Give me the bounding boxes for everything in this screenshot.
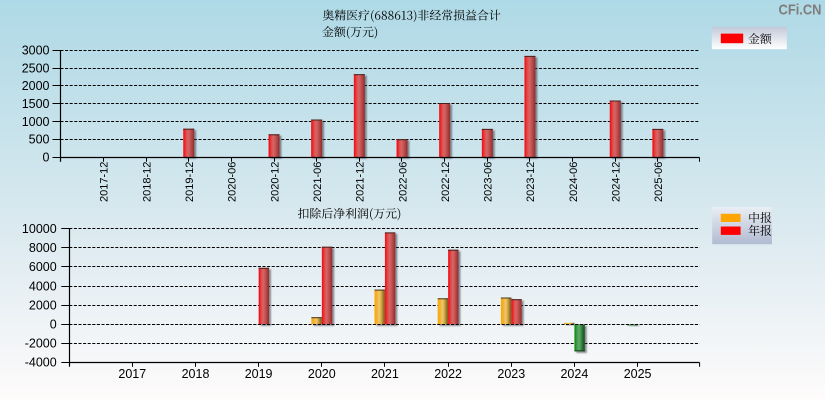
svg-text:0: 0: [43, 150, 50, 164]
svg-text:2017-12: 2017-12: [99, 162, 111, 202]
svg-text:2017: 2017: [118, 367, 146, 381]
svg-text:2020: 2020: [308, 367, 336, 381]
svg-text:2018: 2018: [182, 367, 210, 381]
svg-text:0: 0: [50, 318, 57, 332]
svg-text:2021-12: 2021-12: [355, 162, 367, 202]
svg-text:-2000: -2000: [25, 337, 57, 351]
svg-text:2019: 2019: [245, 367, 273, 381]
svg-text:2020-12: 2020-12: [269, 162, 281, 202]
svg-text:2025-06: 2025-06: [653, 162, 665, 202]
svg-text:2018-12: 2018-12: [141, 162, 153, 202]
svg-text:CFi.CN: CFi.CN: [779, 2, 822, 19]
svg-text:2022-12: 2022-12: [440, 162, 452, 202]
svg-text:2024: 2024: [560, 367, 588, 381]
svg-text:2025: 2025: [624, 367, 652, 381]
svg-text:500: 500: [29, 133, 50, 147]
svg-text:2022: 2022: [434, 367, 462, 381]
svg-text:2023-06: 2023-06: [483, 162, 495, 202]
svg-text:6000: 6000: [29, 260, 57, 274]
svg-text:2021: 2021: [371, 367, 399, 381]
svg-text:1000: 1000: [22, 115, 50, 129]
svg-text:1500: 1500: [22, 97, 50, 111]
svg-text:8000: 8000: [29, 241, 57, 255]
svg-text:2021-06: 2021-06: [312, 162, 324, 202]
svg-text:2020-06: 2020-06: [227, 162, 239, 202]
svg-text:2024-12: 2024-12: [611, 162, 623, 202]
svg-text:2000: 2000: [29, 298, 57, 312]
svg-text:2000: 2000: [22, 79, 50, 93]
svg-text:-4000: -4000: [25, 355, 57, 369]
svg-text:2500: 2500: [22, 61, 50, 75]
svg-text:2019-12: 2019-12: [184, 162, 196, 202]
svg-text:2023-12: 2023-12: [525, 162, 537, 202]
svg-text:3000: 3000: [22, 43, 50, 57]
svg-text:2022-06: 2022-06: [397, 162, 409, 202]
svg-text:2024-06: 2024-06: [568, 162, 580, 202]
svg-text:2023: 2023: [497, 367, 525, 381]
svg-text:10000: 10000: [22, 222, 57, 236]
svg-text:4000: 4000: [29, 279, 57, 293]
